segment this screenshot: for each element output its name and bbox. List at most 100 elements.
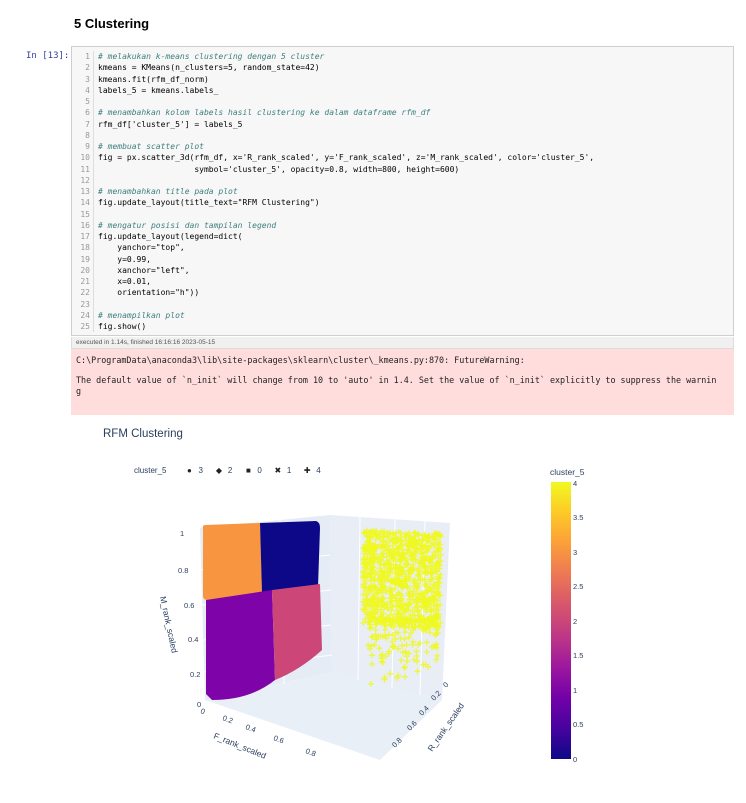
cluster-4-marker [378,620,385,627]
code-line: 19 y=0.99, [76,253,594,265]
cluster-4-marker [369,613,376,620]
cluster-4-marker [430,581,437,588]
code-line: 20 xanchor="left", [76,264,594,276]
circle-icon: ● [187,466,192,475]
code-text: xanchor="left", [98,265,190,275]
legend-item-1[interactable]: ✖ 1 [273,466,291,475]
colorbar-tick: 3 [573,548,577,557]
cluster-4-marker [392,540,399,547]
cluster-4-marker [360,583,367,590]
cluster-4-marker [407,630,414,637]
colorbar-ticks: 4 3.5 3 2.5 2 1.5 1 0.5 0 [573,479,583,764]
cluster-4-marker [420,617,427,624]
code-line: 7 rfm_df['cluster_5'] = labels_5 [76,118,594,130]
code-text: x=0.01, [98,277,151,286]
cluster-4-marker [412,533,419,540]
legend-item-3[interactable]: ● 3 [184,466,203,475]
cluster-4-marker [378,603,385,610]
cluster-4-marker [415,641,422,648]
cluster-4-marker [375,602,382,609]
cluster-4-marker [392,549,399,556]
line-number: 1 [76,51,94,63]
cluster-4-marker [376,617,383,624]
cluster-4-marker [399,623,406,630]
code-line: 3 kmeans.fit(rfm_df_norm) [76,73,594,85]
cluster-4-marker [408,600,415,607]
execution-info: executed in 1.14s, finished 16:16:16 202… [71,337,734,349]
cluster-4-marker [428,576,435,583]
cluster-4-marker [410,562,417,569]
cluster-4-marker [391,643,398,650]
warning-output: C:\ProgramData\anaconda3\lib\site-packag… [71,349,734,415]
cluster-4-marker [371,641,378,648]
cluster-4-marker [373,636,380,643]
legend-item-4[interactable]: ✚ 4 [302,466,321,475]
cluster-4-marker [413,598,420,605]
cluster-4-marker [423,608,430,615]
cluster-4-marker [369,584,376,591]
code-line: 1 # melakukan k-means clustering dengan 5… [76,51,594,63]
cluster-4-marker [368,624,375,631]
legend-item-2[interactable]: ◆ 2 [214,466,233,475]
cluster-4-marker [395,566,402,573]
line-number: 23 [76,298,94,310]
cluster-4-marker [434,652,441,659]
cluster-4-marker [420,535,427,542]
cluster-4-marker [414,584,421,591]
legend-title: cluster_5 [134,466,167,475]
cluster-4-marker [375,571,382,578]
cluster-4-marker [376,645,383,652]
line-number: 8 [76,129,94,141]
code-line: 17 fig.update_layout(legend=dict( [76,231,594,243]
cluster-4-marker [390,555,397,562]
legend-label: 2 [227,466,233,475]
code-text: fig.update_layout(legend=dict( [98,232,243,241]
cluster-4-marker [433,607,440,614]
legend-item-0[interactable]: ■ 0 [243,466,262,475]
cluster-4-marker [428,606,435,613]
z-axis-title: M_rank_scaled [158,595,180,654]
warning-path: C:\ProgramData\anaconda3\lib\site-packag… [76,355,525,365]
warning-message-wrap: g [76,386,82,396]
legend-label: 1 [286,466,292,475]
cluster-4-marker [370,593,377,600]
cluster-4-marker [396,572,403,579]
line-number: 22 [76,287,94,299]
cluster-4-marker [389,632,396,639]
colorbar-tick: 0.5 [573,720,583,729]
cluster-4-marker [413,652,420,659]
code-cell[interactable]: 1 # melakukan k-means clustering dengan 5… [71,46,734,336]
cluster-4-marker [433,590,440,597]
code-editor[interactable]: 1 # melakukan k-means clustering dengan 5… [76,51,594,333]
cluster-4-marker [425,616,432,623]
cluster-4-marker [404,658,411,665]
z-tick: 1 [180,529,184,538]
cluster-4-marker [373,595,380,602]
line-number: 9 [76,141,94,153]
code-text: orientation="h")) [98,288,200,298]
cluster-4-marker [394,576,401,583]
cluster-4-marker [364,573,371,580]
warning-message: The default value of `n_init` will chang… [76,375,717,385]
cluster-4-marker [398,583,405,590]
cluster-4-marker [406,576,413,583]
cluster-4-marker [428,588,435,595]
code-line: 2 kmeans = KMeans(n_clusters=5, random_st… [76,62,594,74]
colorbar-tick: 3.5 [573,513,583,522]
cluster-4-marker [422,581,429,588]
code-line: 12 [76,174,594,186]
cluster-4-marker [403,653,410,660]
cluster-4-marker [372,536,379,543]
cluster-4-marker [394,645,401,652]
cluster-4-marker [427,629,434,636]
line-number: 11 [76,163,94,175]
cluster-4-marker [369,652,376,659]
line-number: 16 [76,219,94,231]
cluster-4-marker [368,633,375,640]
cluster-4-marker [407,534,414,541]
code-text: kmeans.fit(rfm_df_norm) [98,74,209,84]
cluster-4-marker [360,574,367,581]
cluster-4-marker [365,642,372,649]
cluster-4-marker [368,577,375,584]
